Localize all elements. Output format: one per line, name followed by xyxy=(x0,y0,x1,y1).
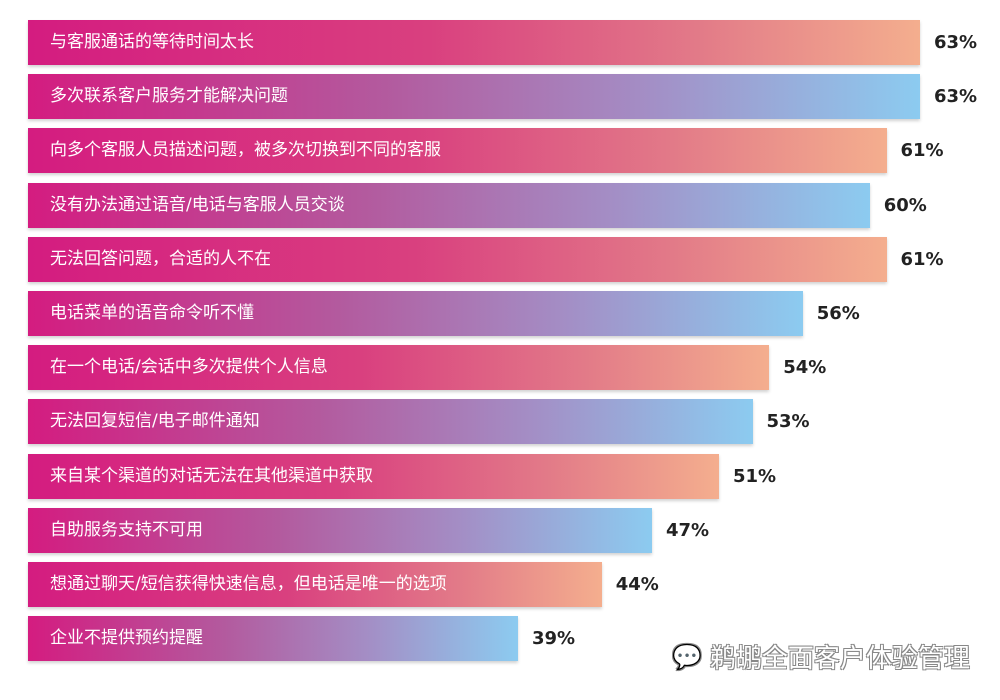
value-label: 63% xyxy=(934,86,978,108)
bar: 没有办法通过语音/电话与客服人员交谈 xyxy=(28,182,870,228)
value-label: 54% xyxy=(783,357,827,379)
value-label: 60% xyxy=(883,194,927,216)
bar-label: 没有办法通过语音/电话与客服人员交谈 xyxy=(50,194,345,215)
bar-label: 在一个电话/会话中多次提供个人信息 xyxy=(50,357,328,378)
value-label: 39% xyxy=(532,628,576,650)
value-label: 51% xyxy=(733,465,777,487)
bar: 企业不提供预约提醒 xyxy=(28,616,518,662)
bar-label: 与客服通话的等待时间太长 xyxy=(50,32,254,52)
watermark: 💬 鹈鹕全面客户体验管理 xyxy=(672,638,970,675)
value-label: 44% xyxy=(615,574,659,595)
bar: 在一个电话/会话中多次提供个人信息 xyxy=(28,345,770,391)
bar: 想通过聊天/短信获得快速信息，但电话是唯一的选项 xyxy=(28,562,602,607)
value-label: 61% xyxy=(900,140,944,162)
value-label: 53% xyxy=(766,411,810,433)
bar-label: 多次联系客户服务才能解决问题 xyxy=(50,86,288,107)
bar: 无法回答问题，合适的人不在 xyxy=(28,236,887,282)
value-label: 47% xyxy=(666,519,710,541)
bar-label: 向多个客服人员描述问题，被多次切换到不同的客服 xyxy=(50,140,441,161)
bar-label: 想通过聊天/短信获得快速信息，但电话是唯一的选项 xyxy=(50,574,447,594)
bar-label: 来自某个渠道的对话无法在其他渠道中获取 xyxy=(50,465,373,486)
watermark-text: 鹈鹕全面客户体验管理 xyxy=(709,644,970,674)
bar-label: 自助服务支持不可用 xyxy=(50,519,203,540)
bar: 电话菜单的语音命令听不懂 xyxy=(28,291,803,336)
bar: 多次联系客户服务才能解决问题 xyxy=(28,74,920,120)
bar: 向多个客服人员描述问题，被多次切换到不同的客服 xyxy=(28,128,887,174)
value-label: 56% xyxy=(816,303,860,324)
value-label: 63% xyxy=(934,32,978,53)
bar: 来自某个渠道的对话无法在其他渠道中获取 xyxy=(28,453,719,499)
bar-label: 无法回复短信/电子邮件通知 xyxy=(50,411,260,432)
bar-label: 无法回答问题，合适的人不在 xyxy=(50,248,271,269)
bar-label: 电话菜单的语音命令听不懂 xyxy=(50,303,254,323)
bar: 无法回复短信/电子邮件通知 xyxy=(28,399,753,445)
bar-label: 企业不提供预约提醒 xyxy=(50,628,203,649)
bar: 与客服通话的等待时间太长 xyxy=(28,20,920,65)
bar: 自助服务支持不可用 xyxy=(28,507,652,553)
wechat-icon: 💬 xyxy=(672,642,702,671)
value-label: 61% xyxy=(900,248,944,270)
